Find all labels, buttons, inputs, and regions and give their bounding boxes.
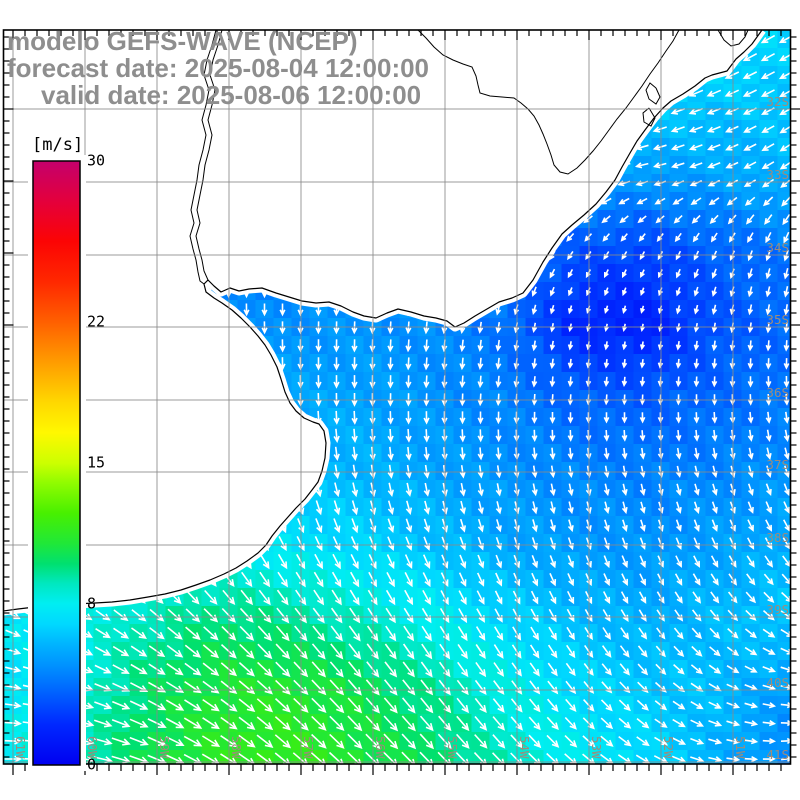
colorbar-tick-22: 22 bbox=[87, 313, 105, 331]
colorbar-tick-labels: 30 22 15 8 0 bbox=[87, 152, 105, 774]
lon-label-53W: 53W bbox=[589, 736, 604, 759]
model-title: modelo GEFS-WAVE (NCEP) bbox=[7, 26, 358, 56]
lat-label-39S: 39S bbox=[766, 602, 789, 617]
forecast-date-label: forecast date: 2025-08-04 12:00:00 bbox=[7, 53, 430, 83]
colorbar-tick-15: 15 bbox=[87, 454, 105, 472]
lon-label-51W: 51W bbox=[733, 736, 748, 759]
coastline bbox=[3, 30, 763, 612]
lon-label-61W: 61W bbox=[13, 736, 28, 759]
colorbar-unit-label: [m/s] bbox=[32, 135, 83, 155]
colorbar-tick-0: 0 bbox=[87, 756, 96, 774]
rivers-borders-lagoons bbox=[189, 30, 749, 285]
map-border bbox=[2, 29, 792, 765]
lat-label-37S: 37S bbox=[766, 457, 789, 472]
lat-label-32S: 32S bbox=[766, 94, 789, 109]
axis-ticks bbox=[3, 30, 800, 775]
lon-label-56W: 56W bbox=[373, 736, 388, 759]
title-block: modelo GEFS-WAVE (NCEP) forecast date: 2… bbox=[7, 28, 429, 109]
lon-label-55W: 55W bbox=[445, 736, 460, 759]
colorbar-gradient-bar bbox=[32, 160, 81, 766]
lon-label-52W: 52W bbox=[661, 736, 676, 759]
lon-label-54W: 54W bbox=[517, 736, 532, 759]
lat-label-36S: 36S bbox=[766, 385, 789, 400]
lat-label-40S: 40S bbox=[766, 675, 789, 690]
lat-label-35S: 35S bbox=[766, 312, 789, 327]
lat-label-41S: 41S bbox=[766, 747, 789, 762]
colorbar-tick-8: 8 bbox=[87, 594, 96, 612]
lat-label-34S: 34S bbox=[766, 240, 789, 255]
lon-label-58W: 58W bbox=[229, 736, 244, 759]
colorbar-tick-30: 30 bbox=[87, 152, 105, 170]
lat-label-33S: 33S bbox=[766, 167, 789, 182]
lon-label-59W: 59W bbox=[157, 736, 172, 759]
lon-label-60W: 60W bbox=[85, 736, 100, 759]
graticule-labels: 32S 33S 34S 35S 36S 37S 38S 39S 40S 41S 61W 60W 59W 5… bbox=[13, 94, 789, 762]
colorbar: [m/s] 30 22 15 8 0 bbox=[28, 135, 105, 774]
lat-label-38S: 38S bbox=[766, 530, 789, 545]
graticule-grid bbox=[3, 30, 791, 764]
lon-label-57W: 57W bbox=[301, 736, 316, 759]
valid-date-label: valid date: 2025-08-06 12:00:00 bbox=[41, 80, 422, 110]
